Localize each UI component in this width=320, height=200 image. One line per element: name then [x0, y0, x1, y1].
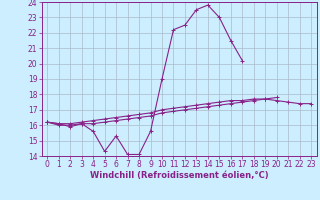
X-axis label: Windchill (Refroidissement éolien,°C): Windchill (Refroidissement éolien,°C) [90, 171, 268, 180]
